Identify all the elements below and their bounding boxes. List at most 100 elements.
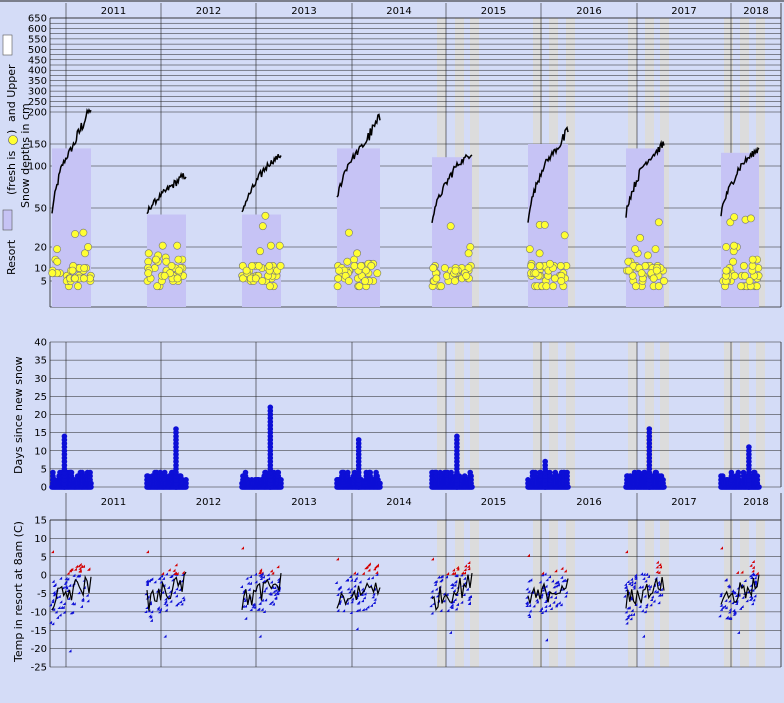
temp-point — [624, 617, 628, 621]
temp-point — [719, 594, 723, 598]
temp-point — [175, 572, 179, 576]
temp-point — [527, 579, 531, 583]
depth-tick-label: 200 — [28, 108, 47, 119]
temp-point — [52, 591, 56, 595]
temp-point — [450, 603, 454, 607]
temp-point — [178, 600, 182, 604]
temp-point — [175, 603, 179, 607]
fresh-snow-point — [637, 269, 646, 278]
temp-point — [85, 593, 89, 597]
temp-point — [258, 634, 262, 638]
temp-point — [527, 589, 531, 593]
temp-point — [269, 569, 273, 573]
temp-point — [178, 587, 182, 591]
temp-point — [553, 590, 557, 594]
temp-point — [658, 563, 662, 567]
temp-point — [741, 595, 745, 599]
fresh-snow-point — [158, 241, 167, 250]
fresh-snow-point — [429, 264, 438, 272]
days-point — [161, 469, 168, 476]
temp-point — [374, 565, 378, 569]
temp-point — [268, 591, 272, 595]
temp-point — [525, 587, 529, 591]
fresh-snow-point — [730, 271, 739, 280]
fresh-snow-point — [631, 245, 639, 253]
temp-point — [721, 605, 725, 609]
temp-point — [68, 569, 72, 573]
days-point — [345, 469, 351, 476]
temp-point — [442, 592, 446, 596]
days-point — [367, 469, 374, 476]
temp-point — [249, 608, 253, 612]
days-point — [275, 469, 282, 476]
fresh-snow-point — [256, 247, 264, 256]
fresh-snow-point — [74, 282, 82, 291]
temp-point — [528, 609, 532, 613]
temp-point — [719, 603, 723, 607]
temp-point — [753, 594, 757, 598]
fresh-snow-point — [531, 269, 540, 278]
temp-point — [630, 583, 634, 587]
temp-point — [49, 603, 53, 607]
temp-point — [752, 573, 756, 577]
temp-point — [728, 610, 732, 614]
temp-point — [361, 571, 365, 575]
fresh-snow-point — [79, 228, 88, 237]
fresh-snow-point — [53, 245, 61, 253]
temp-point — [362, 596, 366, 600]
fresh-snow-point — [361, 277, 369, 285]
days-point — [68, 469, 75, 476]
days-point — [355, 437, 362, 443]
year-label-middle: 2015 — [481, 497, 506, 508]
temp-point — [58, 613, 62, 617]
temp-point — [450, 585, 454, 589]
temp-point — [364, 566, 368, 570]
temp-point — [623, 594, 627, 598]
depth-tick-label: 600 — [28, 24, 47, 35]
temp-point — [172, 590, 176, 594]
fresh-snow-point — [167, 261, 176, 270]
temp-point — [453, 598, 457, 602]
snow-ylabel-resort: Resort — [5, 239, 18, 275]
temp-point — [525, 601, 529, 605]
temp-point — [562, 578, 566, 582]
days-tick-label: 40 — [34, 338, 47, 349]
temp-point — [749, 563, 753, 567]
fresh-snow-point — [144, 249, 153, 258]
temp-point — [269, 592, 273, 596]
fresh-snow-point — [722, 266, 731, 275]
upper-depth-line — [431, 153, 473, 224]
temp-point — [554, 584, 558, 588]
temp-point — [249, 581, 253, 585]
temp-point — [161, 571, 165, 575]
days-point — [735, 469, 742, 476]
temp-point — [433, 582, 437, 586]
year-label-middle: 2018 — [743, 497, 768, 508]
temp-point — [739, 606, 743, 610]
temp-point — [451, 583, 455, 587]
fresh-snow-point — [80, 274, 88, 283]
temp-point — [724, 598, 728, 602]
temp-point — [633, 575, 637, 579]
temp-point — [554, 595, 558, 599]
temp-point — [273, 586, 277, 590]
temp-point — [446, 572, 450, 576]
temp-point — [86, 599, 90, 603]
fresh-snow-point — [265, 261, 274, 270]
temp-point — [633, 581, 637, 585]
temp-point — [166, 585, 170, 589]
depth-tick-label: 5 — [41, 277, 47, 288]
fresh-snow-point — [446, 222, 455, 231]
year-label-middle: 2017 — [671, 497, 696, 508]
temp-point — [175, 587, 179, 591]
fresh-snow-point — [649, 274, 658, 283]
year-label-top: 2012 — [196, 6, 221, 17]
temp-tick-label: -5 — [37, 589, 47, 600]
temp-point — [740, 570, 744, 574]
temp-point — [64, 576, 68, 580]
temp-point — [251, 604, 255, 608]
temp-point — [249, 575, 253, 579]
fresh-snow-point — [71, 274, 79, 283]
temp-point — [660, 593, 664, 597]
upper-legend-swatch — [2, 34, 13, 56]
